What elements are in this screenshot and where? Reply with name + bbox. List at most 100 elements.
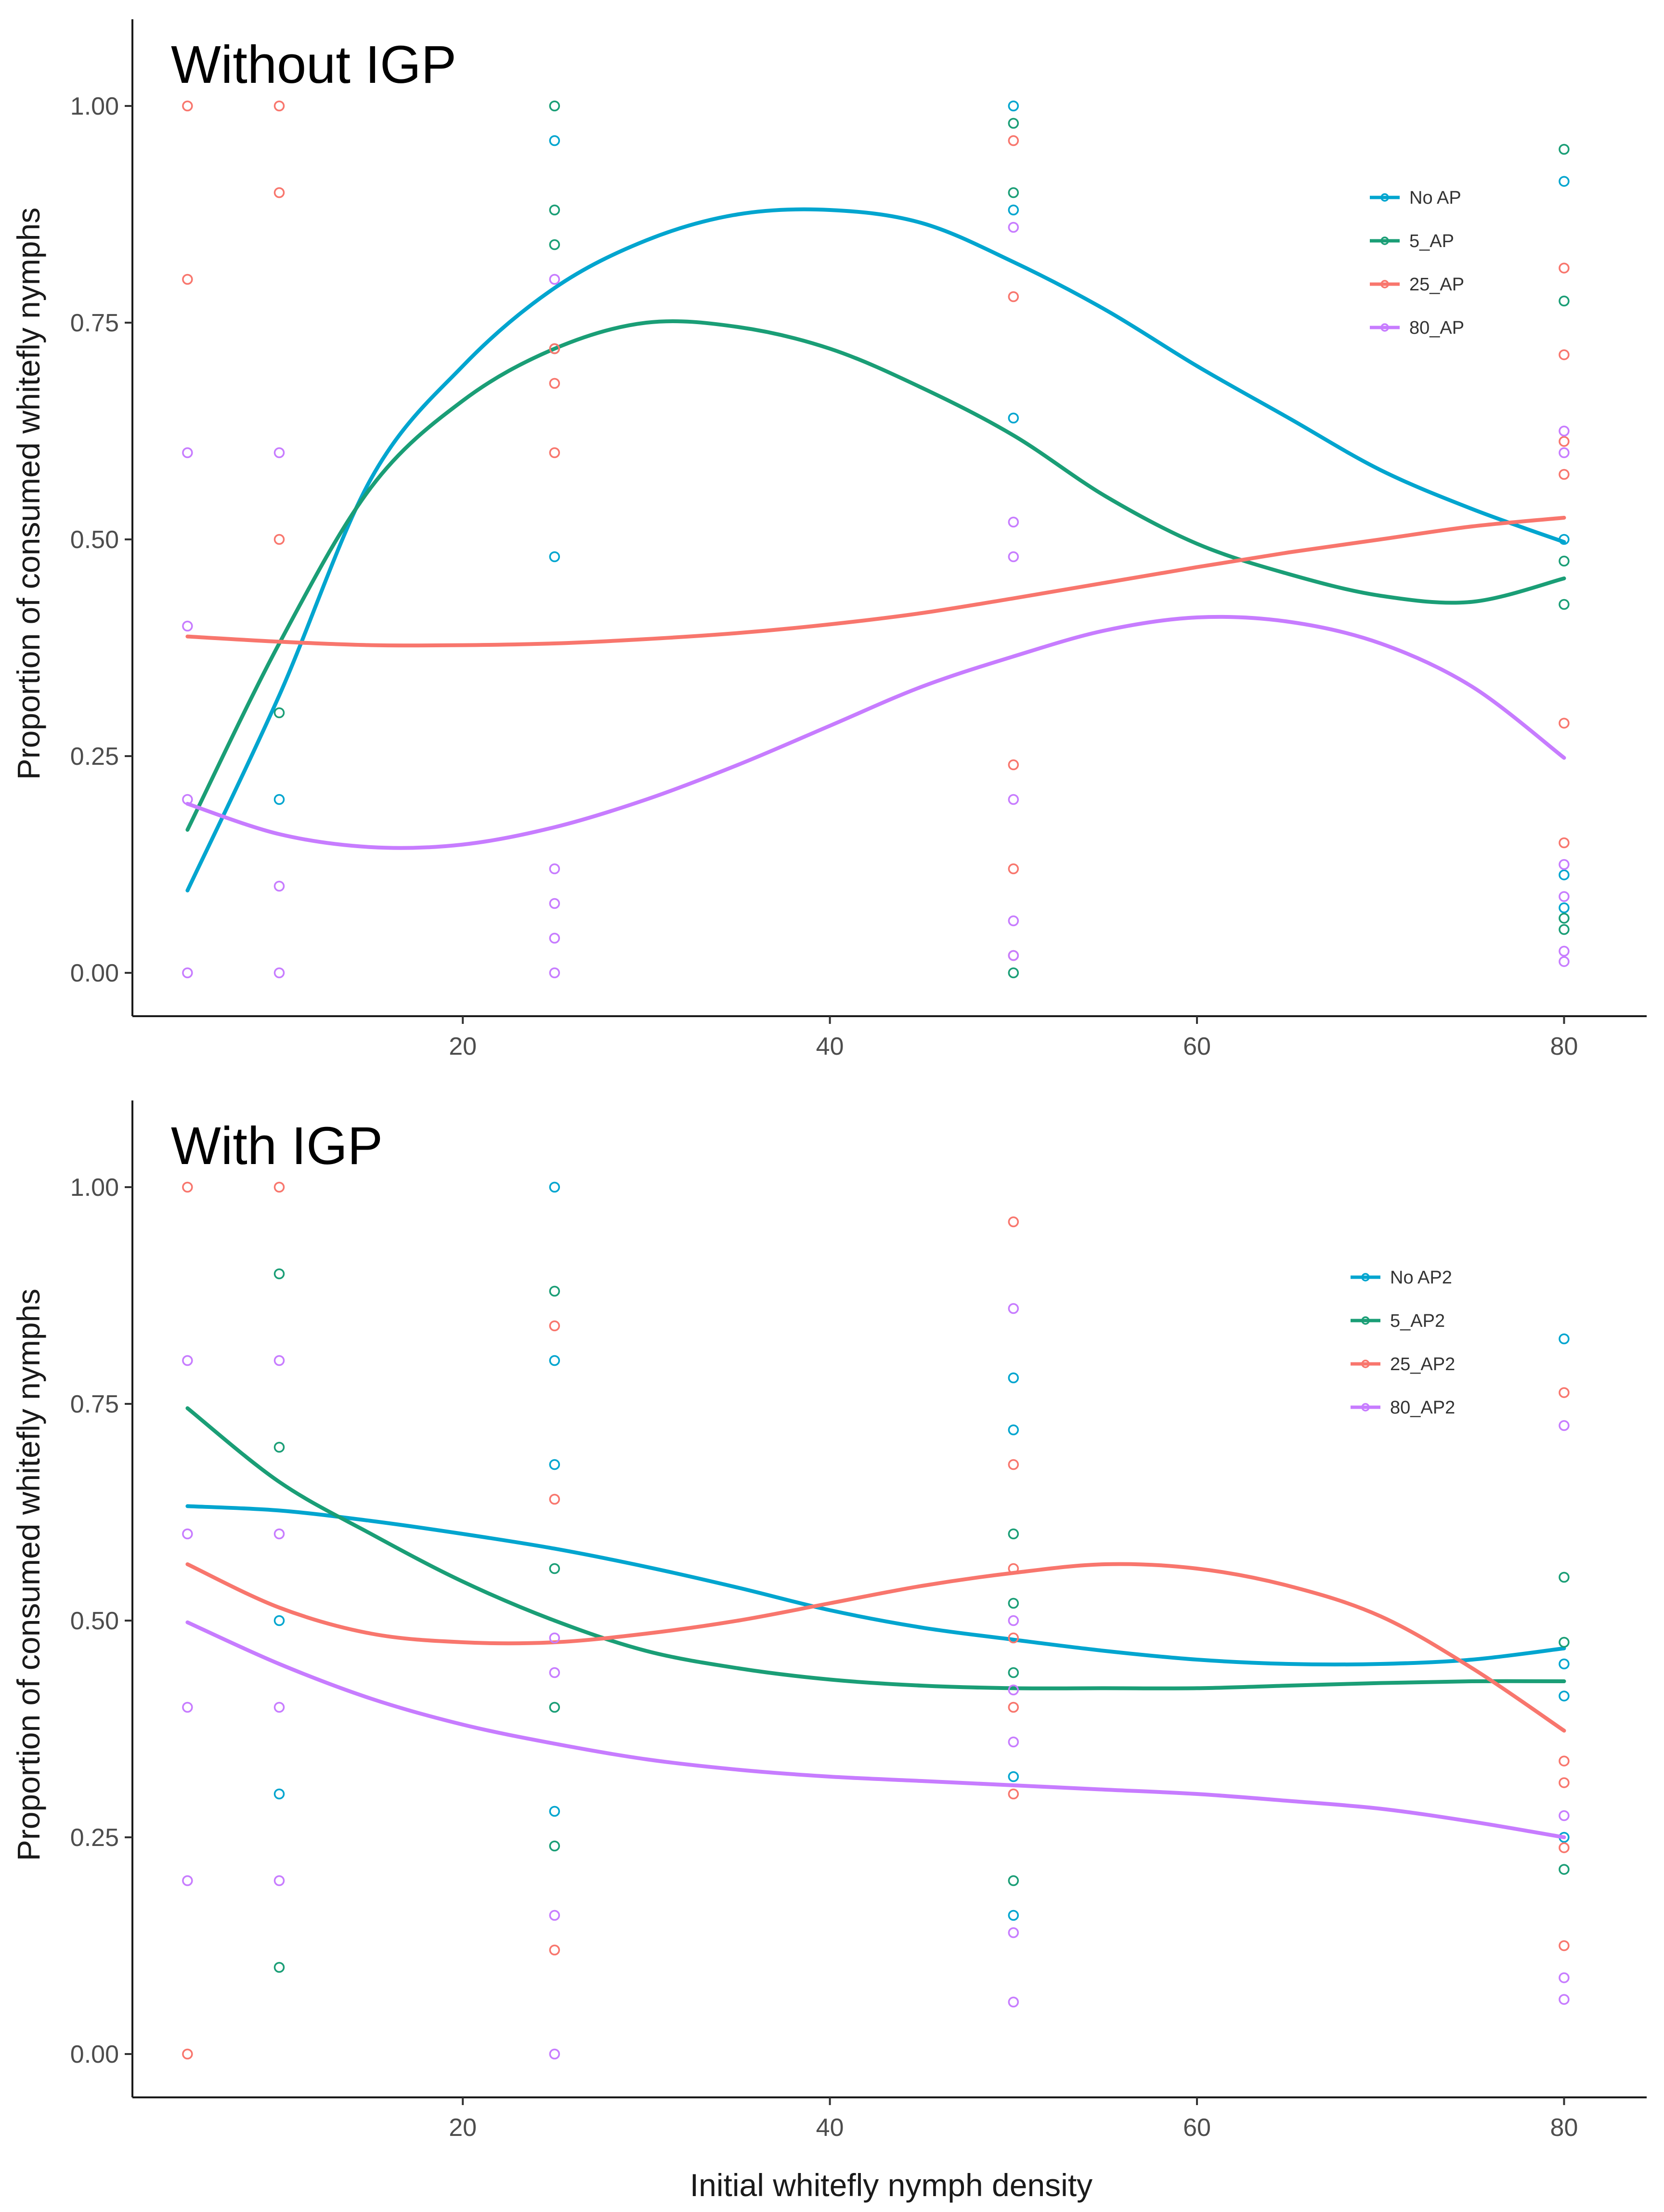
y-tick-label: 0.50 <box>70 1607 119 1635</box>
data-point <box>1008 222 1019 233</box>
x-tick-label: 80 <box>1550 1033 1578 1060</box>
series-5_AP2 <box>185 1268 1570 1973</box>
data-point <box>1008 1216 1019 1228</box>
data-point <box>549 551 560 563</box>
data-point <box>549 1840 560 1852</box>
legend-label: 25_AP <box>1409 275 1464 295</box>
data-point <box>182 620 193 632</box>
y-axis-title: Proportion of consumed whitefly nymphs <box>11 1289 46 1861</box>
series-25_AP2 <box>182 1181 1570 2060</box>
data-point <box>182 1355 193 1366</box>
data-point <box>1008 1684 1019 1696</box>
data-point <box>1559 1842 1570 1853</box>
data-point <box>1559 262 1570 274</box>
x-tick-label: 20 <box>449 1033 477 1060</box>
data-point <box>549 967 560 979</box>
data-point <box>1559 1571 1570 1583</box>
data-point <box>549 100 560 112</box>
data-point <box>273 707 285 719</box>
y-tick-label: 0.00 <box>70 2041 119 2068</box>
data-point <box>273 1355 285 1366</box>
data-point <box>1008 967 1019 979</box>
data-point <box>273 1615 285 1626</box>
fit-line <box>185 615 1566 850</box>
data-point <box>549 1667 560 1678</box>
data-point <box>273 880 285 892</box>
data-point <box>1008 1632 1019 1644</box>
data-point <box>1008 1667 1019 1678</box>
data-point <box>273 1962 285 1973</box>
legend-item: 25_AP2 <box>1351 1354 1455 1374</box>
data-point <box>1559 1810 1570 1821</box>
data-point <box>182 274 193 285</box>
data-point <box>1559 436 1570 447</box>
x-tick-label: 60 <box>1183 1033 1211 1060</box>
data-point <box>1008 1424 1019 1436</box>
data-point <box>1559 1755 1570 1767</box>
fit-line <box>185 516 1566 648</box>
data-point <box>273 1181 285 1193</box>
legend-item: No AP2 <box>1351 1268 1452 1288</box>
legend: No AP 5_AP 25_AP 80_AP <box>1370 188 1464 338</box>
data-point <box>1559 1658 1570 1670</box>
data-point <box>182 1875 193 1886</box>
data-point <box>1559 176 1570 187</box>
x-tick-label: 40 <box>816 2114 844 2142</box>
data-point <box>1008 1910 1019 1921</box>
data-point <box>1559 1777 1570 1788</box>
data-point <box>1559 1387 1570 1398</box>
data-point <box>1008 100 1019 112</box>
y-tick-label: 0.25 <box>70 743 119 771</box>
legend-item: 5_AP2 <box>1351 1311 1445 1331</box>
data-point <box>1008 1372 1019 1384</box>
data-point <box>549 863 560 875</box>
data-point <box>273 1441 285 1453</box>
data-point <box>549 1459 560 1470</box>
data-point <box>182 100 193 112</box>
data-point <box>273 967 285 979</box>
x-tick-label: 60 <box>1183 2114 1211 2142</box>
y-tick-label: 0.75 <box>70 309 119 337</box>
legend-item: 25_AP <box>1370 275 1464 295</box>
data-point <box>1559 902 1570 914</box>
data-point <box>549 1181 560 1193</box>
legend-label: 80_AP2 <box>1390 1398 1455 1418</box>
legend-item: 80_AP <box>1370 318 1464 338</box>
legend-item: 80_AP2 <box>1351 1398 1455 1418</box>
data-point <box>1559 1940 1570 1951</box>
fit-line <box>185 1562 1566 1733</box>
data-point <box>1008 1771 1019 1782</box>
data-point <box>273 100 285 112</box>
panel-without-igp: 0.00 0.25 0.50 0.75 1.00 20 40 60 80 Without IGP… <box>11 19 1647 1060</box>
x-tick-label: 80 <box>1550 2114 1578 2142</box>
legend-key-point <box>1361 1360 1370 1368</box>
data-point <box>549 1702 560 1713</box>
data-point <box>1559 1972 1570 1983</box>
data-point <box>1559 891 1570 902</box>
legend-key-point <box>1380 193 1389 202</box>
data-point <box>1559 425 1570 437</box>
legend: No AP2 5_AP2 25_AP2 80_AP2 <box>1351 1268 1455 1418</box>
data-point <box>1559 837 1570 849</box>
data-point <box>1559 956 1570 967</box>
data-point <box>1559 1333 1570 1345</box>
data-point <box>273 187 285 198</box>
data-point <box>1008 551 1019 563</box>
data-point <box>1559 1864 1570 1875</box>
data-point <box>549 2048 560 2060</box>
data-point <box>1008 863 1019 875</box>
data-point <box>549 1320 560 1332</box>
legend-label: 80_AP <box>1409 318 1464 338</box>
data-point <box>1559 447 1570 458</box>
data-point <box>549 447 560 458</box>
data-point <box>1559 295 1570 307</box>
legend-key-point <box>1380 323 1389 332</box>
data-point <box>549 135 560 146</box>
data-point <box>182 2048 193 2060</box>
series-No AP2 <box>185 1181 1570 1921</box>
data-point <box>1559 1420 1570 1431</box>
plot-area: 0.00 0.25 0.50 0.75 1.00 20 40 60 80 <box>70 1100 1647 2142</box>
y-tick-label: 0.00 <box>70 959 119 987</box>
data-point <box>549 239 560 250</box>
data-point <box>1559 1690 1570 1702</box>
